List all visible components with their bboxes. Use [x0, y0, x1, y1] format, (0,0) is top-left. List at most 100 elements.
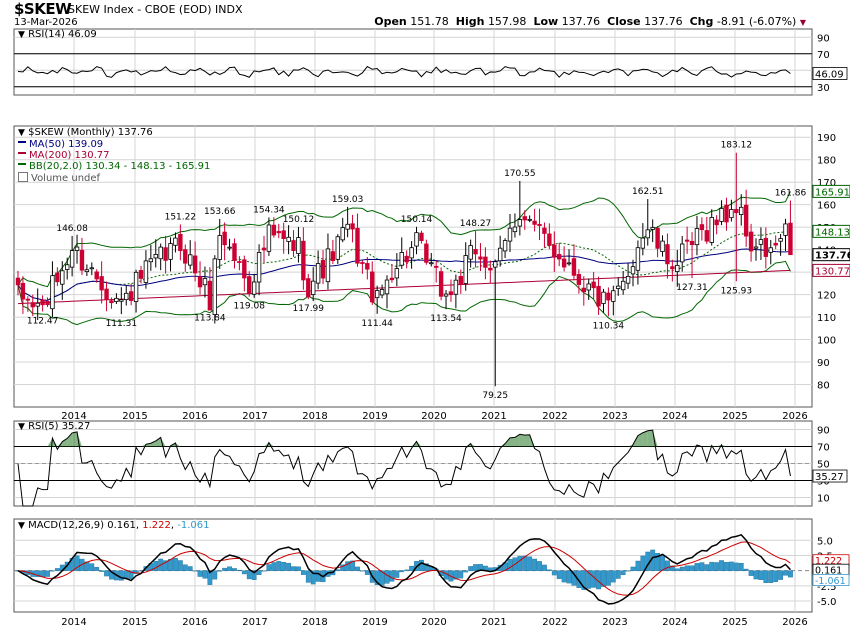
rsi5-overbought-fill	[165, 445, 171, 447]
candle-body	[30, 302, 35, 308]
candle-body	[581, 287, 586, 293]
price-ytick-label: 180	[817, 156, 836, 167]
candle-body	[493, 261, 498, 268]
macd-legend-v1: 0.161	[107, 520, 136, 531]
candle-body	[124, 292, 129, 301]
price-annotation: 113.84	[194, 313, 226, 323]
macd-histogram-bar	[463, 570, 469, 573]
macd-histogram-bar	[384, 570, 390, 584]
candle-body	[739, 206, 744, 215]
price-annotation: 148.27	[460, 219, 492, 229]
rsi5-overbought-fill	[721, 444, 727, 447]
macd-histogram-bar	[783, 570, 788, 576]
price-xtick-label: 2023	[602, 411, 627, 422]
candle-body	[35, 302, 40, 307]
candle-body	[606, 292, 611, 301]
ticker-symbol: $SKEW	[14, 0, 72, 18]
price-xtick-label: 2016	[182, 411, 207, 422]
price-xtick-label: 2018	[302, 411, 327, 422]
macd-histogram-bar	[537, 561, 542, 571]
candle-body	[620, 280, 626, 291]
price-right-label: 165.91	[815, 187, 850, 198]
candle-body	[616, 285, 621, 289]
candle-body	[542, 227, 547, 234]
candle-body	[522, 216, 527, 221]
macd-histogram-bar	[586, 570, 592, 589]
candle-body	[315, 263, 321, 284]
candle-body	[202, 278, 208, 286]
candle-body	[94, 271, 99, 280]
candle-body	[650, 227, 655, 230]
candle-body	[783, 223, 788, 236]
macd-histogram-bar	[753, 570, 759, 580]
price-annotation: 110.34	[593, 321, 625, 331]
candle-body	[99, 276, 104, 291]
macd-ytick-label: -2.5	[817, 582, 837, 593]
chg-label: Chg	[689, 15, 714, 28]
macd-histogram-bar	[222, 567, 228, 571]
macd-histogram-bar	[50, 570, 55, 572]
price-xtick-label: 2015	[122, 411, 147, 422]
candle-body	[355, 227, 360, 264]
bb-upper-line	[17, 191, 791, 288]
price-annotation: 183.12	[721, 141, 753, 151]
candle-body	[389, 277, 395, 281]
rsi5-overbought-fill	[637, 432, 643, 447]
candle-body	[694, 228, 700, 246]
price-right-label-box	[812, 184, 850, 198]
candle-body	[675, 264, 680, 272]
candle-body	[429, 262, 434, 265]
chg-value: -8.91 (-6.07%)	[716, 15, 797, 28]
candle-body	[527, 218, 532, 221]
rsi5-ytick-label: 90	[817, 426, 830, 437]
macd-histogram-bar	[581, 570, 587, 590]
candle-body	[286, 236, 291, 242]
price-annotation: 154.34	[253, 205, 285, 215]
macd-xtick-label: 2019	[362, 617, 387, 628]
candle-body	[227, 246, 232, 249]
macd-histogram-bar	[768, 570, 774, 583]
macd-histogram-bar	[404, 569, 410, 571]
candle-body	[596, 285, 601, 307]
rsi5-overbought-fill	[642, 430, 648, 447]
rsi5-ytick-label: 10	[817, 494, 830, 505]
candle-body	[502, 240, 508, 252]
price-ytick-label: 170	[817, 178, 836, 189]
ma50-legend-text: MA(50) 139.09	[29, 139, 104, 150]
macd-histogram-bar	[679, 566, 685, 571]
ma200-swatch	[18, 152, 26, 156]
macd-histogram-bar	[517, 555, 523, 571]
price-xtick-label: 2017	[242, 411, 267, 422]
rsi5-overbought-fill	[706, 445, 712, 447]
rsi5-overbought-fill	[510, 437, 515, 447]
candle-body	[463, 255, 468, 284]
candle-body	[635, 247, 641, 271]
rsi14-frame	[13, 28, 813, 96]
macd-histogram-bar	[266, 564, 272, 571]
candle-body	[74, 246, 80, 251]
candle-body	[547, 233, 552, 246]
macd-histogram-bar	[674, 568, 680, 571]
candle-body	[399, 252, 404, 266]
macd-xtick-label: 2026	[782, 617, 807, 628]
candle-body	[414, 232, 419, 247]
candle-body	[306, 278, 311, 298]
macd-histogram-bar	[665, 560, 670, 571]
macd-histogram-bar	[232, 568, 237, 571]
macd-histogram-bar	[684, 565, 690, 571]
rsi5-overbought-fill	[72, 431, 78, 447]
macd-histogram-bar	[640, 555, 646, 571]
macd-histogram-bar	[217, 570, 223, 572]
macd-histogram-bar	[163, 560, 168, 571]
chart-date: 13-Mar-2026	[14, 17, 78, 28]
candle-body	[419, 232, 424, 242]
macd-histogram-bar	[153, 560, 159, 571]
candle-body	[335, 236, 340, 260]
price-right-label: 148.13	[815, 227, 850, 238]
rsi5-last-label: 35.27	[815, 472, 844, 483]
candle-body	[680, 243, 685, 263]
rsi5-overbought-fill	[411, 441, 417, 447]
candle-body	[660, 240, 665, 252]
rsi5-ytick-label: 70	[817, 443, 830, 454]
bb-legend-text: BB(20,2.0) 130.34 - 148.13 - 165.91	[29, 161, 211, 172]
